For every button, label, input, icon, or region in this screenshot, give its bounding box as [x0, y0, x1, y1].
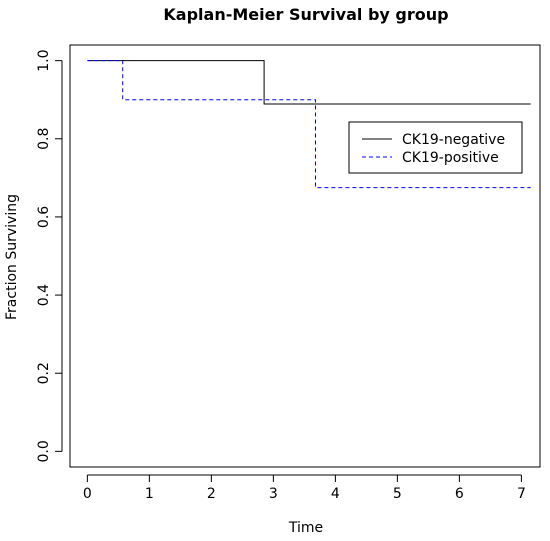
legend-label-ck19-negative: CK19-negative — [402, 132, 505, 148]
series-line-ck19-positive — [87, 60, 531, 189]
y-tick-label: 0.2 — [36, 362, 52, 384]
y-tick-label: 0.4 — [36, 284, 52, 306]
y-tick-label: 1.0 — [36, 49, 52, 71]
legend-label-ck19-positive: CK19-positive — [402, 150, 499, 166]
y-axis-label: Fraction Surviving — [4, 194, 20, 320]
y-axis: 0.0 0.2 0.4 0.6 0.8 1.0 — [36, 49, 63, 463]
x-axis: 0 1 2 3 4 5 6 7 — [83, 474, 526, 502]
series-line-ck19-negative — [87, 60, 531, 105]
x-tick-label: 0 — [83, 486, 92, 502]
x-tick-label: 6 — [455, 486, 464, 502]
x-tick-label: 4 — [331, 486, 340, 502]
chart-title: Kaplan-Meier Survival by group — [163, 5, 448, 24]
x-tick-label: 7 — [517, 486, 526, 502]
x-tick-label: 1 — [145, 486, 154, 502]
series-layer — [87, 60, 531, 189]
y-tick-label: 0.8 — [36, 128, 52, 150]
plot-frame — [69, 44, 541, 468]
y-tick-label: 0.0 — [36, 440, 52, 462]
legend: CK19-negative CK19-positive — [348, 121, 523, 174]
x-tick-label: 5 — [393, 486, 402, 502]
x-tick-label: 3 — [269, 486, 278, 502]
y-tick-label: 0.6 — [36, 206, 52, 228]
legend-box — [348, 121, 523, 174]
x-tick-label: 2 — [207, 486, 216, 502]
x-axis-label: Time — [288, 520, 323, 536]
